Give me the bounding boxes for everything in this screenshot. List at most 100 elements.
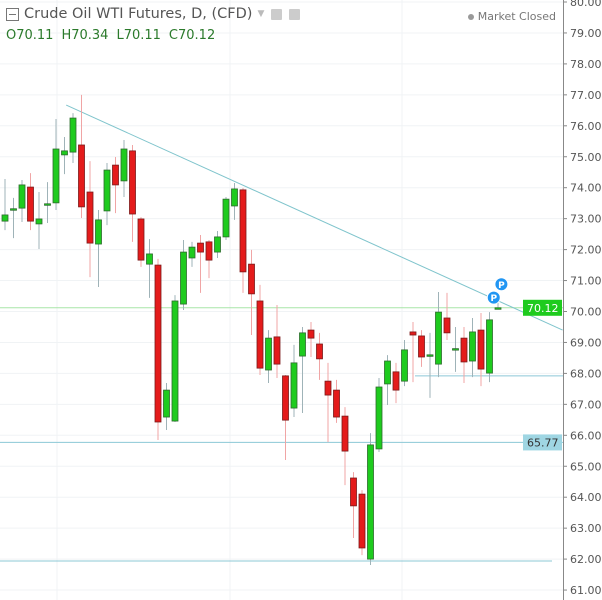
marker-label: P <box>490 294 497 304</box>
candle-body <box>273 336 281 365</box>
chart-header: Crude Oil WTI Futures, D, (CFD) ▼ <box>6 6 301 22</box>
candle <box>367 433 374 565</box>
price-tick-label: 71.00 <box>570 275 602 288</box>
candle-body <box>222 198 230 238</box>
candle-body <box>324 380 332 396</box>
candle <box>146 239 153 298</box>
candle-body <box>248 263 255 295</box>
candle <box>265 330 272 383</box>
candle-body <box>316 343 323 360</box>
candle-body <box>180 251 187 305</box>
candle <box>205 240 213 279</box>
candle-body <box>69 117 77 153</box>
candle-body <box>494 307 502 310</box>
candle <box>290 344 298 418</box>
price-tick-label: 69.00 <box>570 336 602 349</box>
trendline <box>65 104 563 331</box>
candle <box>222 196 230 241</box>
candle <box>1 179 9 231</box>
candle <box>273 305 281 379</box>
candle <box>375 378 383 453</box>
candle <box>307 322 315 357</box>
settings-icon[interactable] <box>289 8 301 20</box>
candle <box>248 249 255 336</box>
candle <box>418 330 425 367</box>
candle-body <box>375 386 383 450</box>
candle-body <box>452 348 459 351</box>
price-tick-label: 68.00 <box>570 367 602 380</box>
candle-body <box>129 150 136 215</box>
candle-body <box>35 218 43 225</box>
price-tick-label: 75.00 <box>570 151 602 164</box>
candle-body <box>350 477 357 507</box>
candle <box>443 292 451 340</box>
ohlc-readout: O70.11 H70.34 L70.11 C70.12 <box>6 28 215 43</box>
candle <box>86 161 94 278</box>
candle-body <box>120 148 128 182</box>
candle-body <box>418 335 425 358</box>
candle-body <box>256 300 264 369</box>
price-tick-label: 73.00 <box>570 213 602 226</box>
candle <box>163 382 170 431</box>
price-tick-label: 72.00 <box>570 244 602 257</box>
candle <box>44 182 51 223</box>
candle-body <box>384 360 391 385</box>
candle <box>256 284 264 375</box>
candle-body <box>86 191 94 244</box>
candle <box>10 197 17 239</box>
market-status: Market Closed <box>467 10 556 23</box>
candle <box>231 183 238 220</box>
price-tick-label: 80.00 <box>570 0 602 9</box>
last-price-label: 70.12 <box>527 302 559 315</box>
candle <box>426 332 434 398</box>
close-value: C70.12 <box>168 28 216 43</box>
candle-body <box>18 184 26 209</box>
candle <box>120 140 128 197</box>
price-tick-label: 78.00 <box>570 58 602 71</box>
candle <box>52 118 60 210</box>
candle <box>477 313 485 387</box>
candle-body <box>426 354 434 357</box>
candle-body <box>154 264 162 423</box>
candle <box>409 322 417 383</box>
price-tick-label: 77.00 <box>570 89 602 102</box>
candle <box>392 362 400 404</box>
candle-body <box>265 337 272 371</box>
candle-body <box>460 337 468 363</box>
candle <box>358 490 366 556</box>
dropdown-caret-icon[interactable]: ▼ <box>257 9 265 19</box>
price-tick-label: 66.00 <box>570 429 602 442</box>
candle-body <box>171 300 179 422</box>
candle <box>103 162 111 226</box>
candle-body <box>197 242 204 253</box>
candle <box>78 94 85 219</box>
candle <box>154 258 162 440</box>
last-price-label-bg <box>523 299 562 316</box>
price-tick-label: 61.00 <box>570 584 602 597</box>
price-axis-bg <box>563 0 602 600</box>
candle <box>460 326 468 383</box>
candle-body <box>214 236 221 253</box>
symbol-title[interactable]: Crude Oil WTI Futures, D, (CFD) <box>24 6 253 22</box>
low-value: L70.11 <box>116 28 161 43</box>
candle <box>61 136 68 175</box>
candle-body <box>163 389 170 418</box>
candle <box>129 144 136 242</box>
candle-body <box>137 218 145 261</box>
candle-body <box>367 444 374 560</box>
candle <box>401 339 408 387</box>
candle <box>452 326 459 372</box>
candle-body <box>1 214 9 222</box>
candle <box>282 374 289 461</box>
candle <box>316 332 323 380</box>
candle-body <box>307 329 315 339</box>
candle <box>435 292 442 378</box>
candle-body <box>358 493 366 549</box>
visibility-icon[interactable] <box>271 8 283 20</box>
collapse-icon[interactable] <box>6 7 19 21</box>
candle <box>171 295 179 422</box>
candle <box>333 379 340 423</box>
marker-label: P <box>498 281 505 291</box>
market-status-text: Market Closed <box>477 10 556 23</box>
